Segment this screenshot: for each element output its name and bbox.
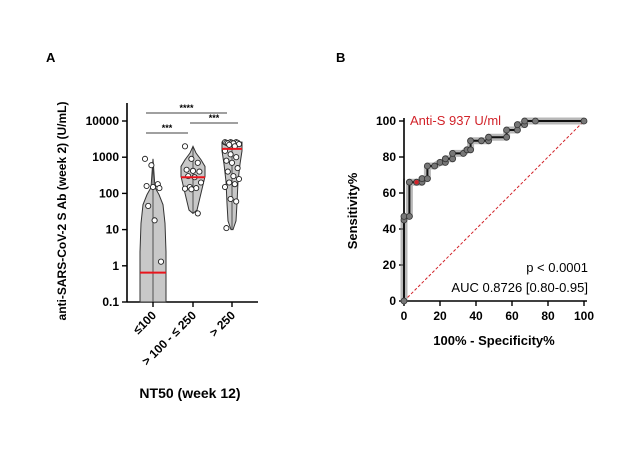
- x-tick-label: ≤100: [130, 308, 159, 337]
- y-tick-label: 60: [383, 186, 397, 200]
- data-point: [188, 155, 195, 162]
- x-tick-label: 20: [433, 309, 447, 323]
- roc-point: [449, 149, 457, 157]
- y-tick-label: 20: [383, 258, 397, 272]
- data-point: [196, 168, 203, 175]
- data-point: [188, 186, 195, 193]
- data-point: [221, 183, 229, 191]
- data-point: [233, 154, 240, 161]
- data-point: [197, 179, 205, 186]
- data-point: [181, 185, 189, 192]
- data-point: [228, 159, 236, 166]
- data-point: [233, 198, 240, 205]
- data-point: [230, 173, 237, 180]
- roc-point: [485, 133, 493, 141]
- reference-diagonal: [403, 120, 585, 302]
- data-point: [227, 151, 234, 158]
- y-tick-label: 1: [112, 259, 119, 273]
- data-point: [143, 182, 150, 190]
- data-point: [149, 183, 157, 191]
- roc-point: [423, 175, 431, 183]
- roc-point: [467, 146, 475, 154]
- data-point: [223, 225, 230, 232]
- roc-point: [532, 117, 539, 125]
- data-point: [148, 162, 155, 169]
- significance-label: ***: [162, 123, 173, 133]
- data-point: [141, 155, 149, 162]
- roc-point: [423, 162, 431, 170]
- data-point: [231, 181, 238, 188]
- data-point: [235, 175, 243, 183]
- roc-point: [477, 137, 485, 145]
- y-tick-label: 80: [383, 150, 397, 164]
- significance-label: ***: [209, 113, 220, 123]
- roc-x-axis-label: 100% - Specificity%: [433, 333, 555, 348]
- y-tick-label: 1000: [92, 150, 119, 164]
- violin-x-axis-label: NT50 (week 12): [139, 385, 240, 401]
- y-tick-label: 100: [376, 114, 396, 128]
- roc-point: [503, 133, 511, 141]
- roc-point: [400, 297, 408, 305]
- cutoff-label: Anti-S 937 U/ml: [410, 113, 501, 128]
- data-point: [193, 185, 200, 192]
- roc-point: [431, 162, 439, 170]
- x-tick-label: 0: [401, 309, 408, 323]
- data-point: [156, 185, 163, 192]
- y-tick-label: 10000: [86, 114, 120, 128]
- panel-label-a: A: [46, 50, 56, 65]
- roc-point: [521, 117, 528, 125]
- x-tick-label: 100: [574, 309, 594, 323]
- data-point: [181, 143, 189, 150]
- cutoff-point: [414, 180, 419, 185]
- data-point: [189, 167, 197, 174]
- roc-point: [514, 121, 521, 128]
- y-tick-label: 0.1: [102, 295, 119, 309]
- roc-y-axis-label: Sensitivity%: [345, 172, 360, 249]
- roc-point: [405, 212, 413, 220]
- data-point: [194, 159, 201, 166]
- y-tick-label: 40: [383, 222, 397, 236]
- y-tick-label: 100: [99, 186, 119, 200]
- x-tick-label: 40: [469, 309, 483, 323]
- roc-chart: 00 20 20 40 40 60 60 80 80 100 100: [376, 114, 594, 323]
- roc-point: [580, 117, 588, 125]
- y-tick-label: 0: [389, 294, 396, 308]
- roc-point: [467, 137, 475, 145]
- data-point: [227, 195, 234, 203]
- data-point: [224, 168, 231, 175]
- roc-point: [405, 178, 413, 186]
- x-tick-label: 60: [505, 309, 519, 323]
- panel-label-b: B: [336, 50, 345, 65]
- x-tick-label: 80: [541, 309, 555, 323]
- roc-point: [441, 155, 449, 163]
- data-point: [194, 210, 201, 217]
- x-tick-label: > 250: [207, 308, 239, 340]
- auc-annotation: AUC 0.8726 [0.80-0.95]: [451, 280, 588, 295]
- data-point: [226, 179, 233, 186]
- significance-label: ****: [179, 103, 194, 113]
- data-point: [183, 166, 190, 173]
- data-point: [145, 202, 152, 210]
- data-point: [234, 165, 241, 172]
- roc-point: [503, 126, 511, 134]
- data-point: [151, 217, 158, 224]
- p-value-annotation: p < 0.0001: [526, 260, 588, 275]
- y-tick-label: 10: [106, 223, 120, 237]
- data-point: [223, 157, 230, 164]
- data-point: [226, 141, 233, 148]
- data-point: [157, 258, 165, 265]
- violin-y-axis-label: anti-SARS-CoV-2 S Ab (week 2) (U/mL): [55, 102, 69, 321]
